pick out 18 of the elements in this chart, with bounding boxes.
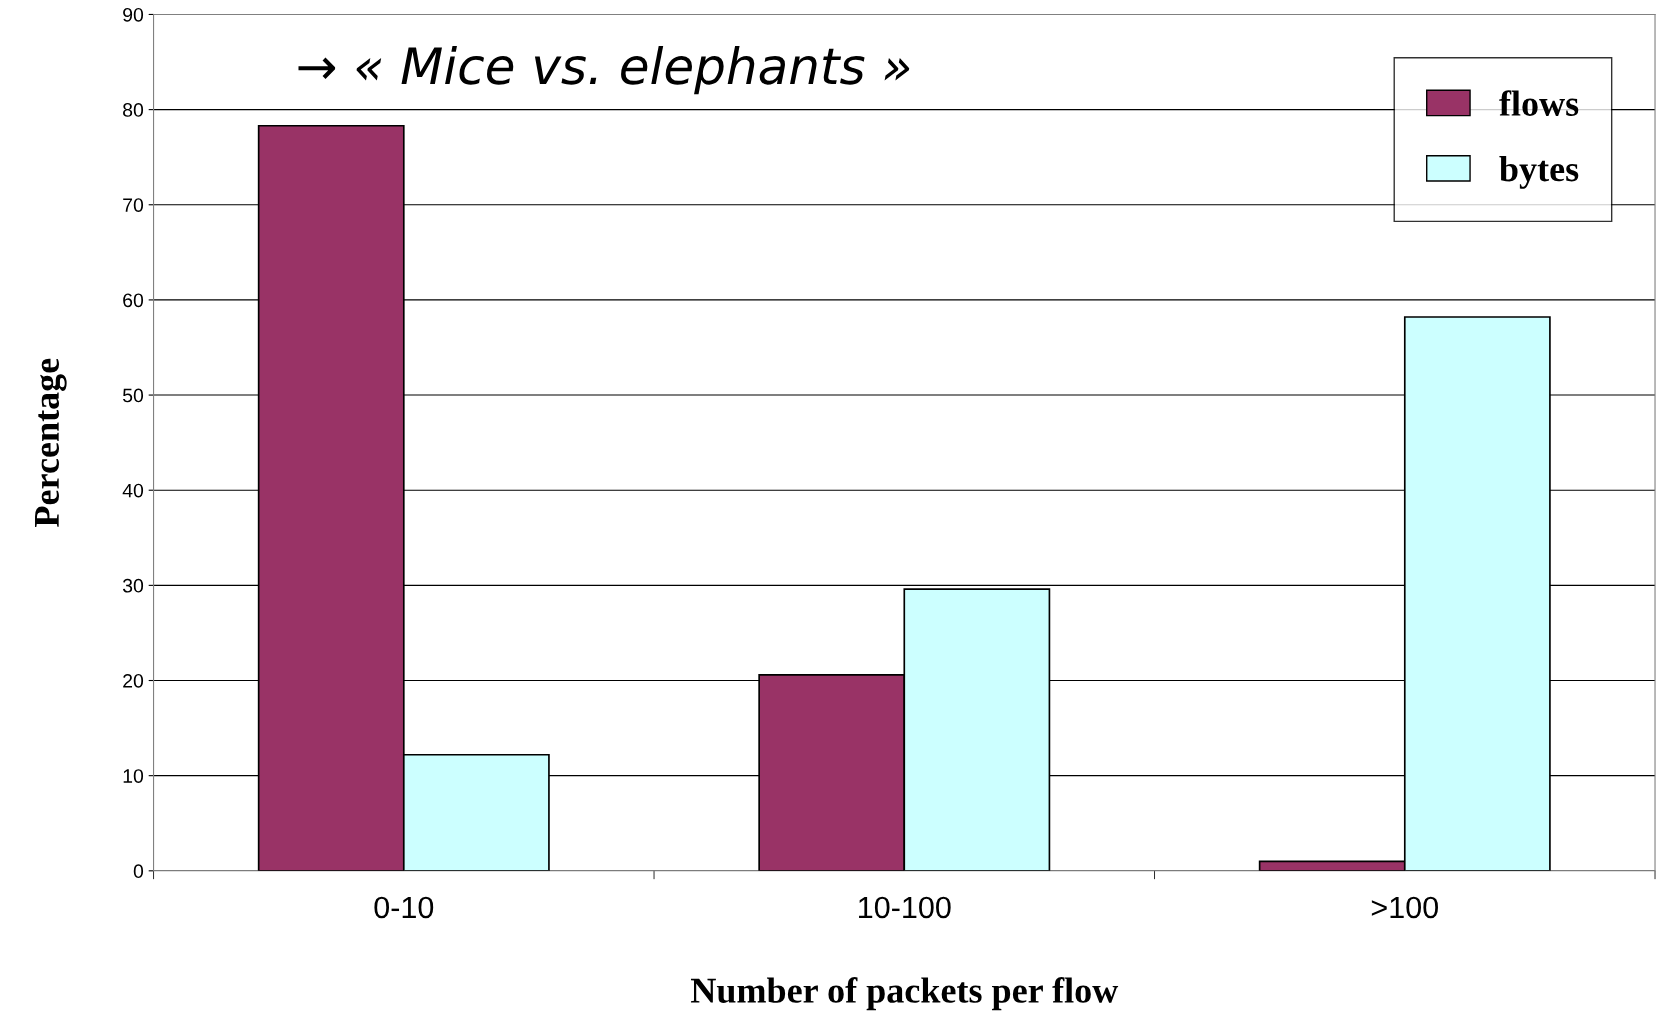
y-tick-label: 60 (123, 293, 144, 308)
y-tick-label: 30 (122, 578, 144, 593)
annotation: → « Mice vs. elephants » (298, 45, 910, 95)
y-tick-label: 40 (122, 483, 144, 498)
x-tick-label: 10-100 (859, 896, 951, 919)
x-tick-label: 0-10 (374, 896, 434, 919)
x-axis-title: Number of packets per flow (690, 977, 1119, 1011)
y-tick-label: 20 (123, 673, 144, 688)
y-tick-label: 50 (122, 388, 144, 403)
legend-label: bytes (1499, 155, 1579, 189)
y-tick-label: 90 (123, 7, 144, 22)
y-tick-label: 10 (123, 769, 144, 783)
x-tick-label: >100 (1371, 896, 1438, 919)
y-tick-label: 80 (123, 103, 144, 117)
y-tick-label: 0 (133, 864, 144, 879)
y-axis-title: Percentage (35, 358, 67, 527)
legend-label: flows (1499, 90, 1579, 116)
y-tick-label: 70 (123, 198, 144, 212)
